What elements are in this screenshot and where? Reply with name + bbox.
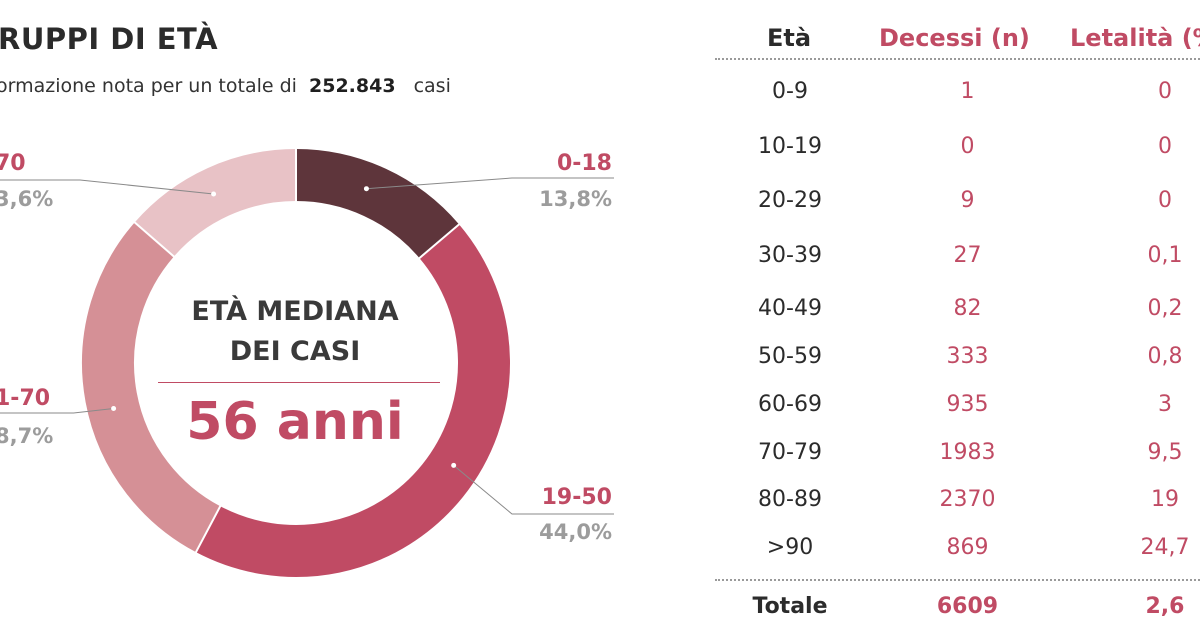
row-age: 10-19 [758,134,822,159]
donut-separator [133,220,176,258]
leader-dot-0-18 [363,186,369,192]
slice-pct-0-18: 13,8% [539,187,612,211]
row-age: 70-79 [758,440,822,465]
slice-pct-1-70: 8,7% [0,424,53,448]
row-lethality: 3 [1158,392,1172,417]
row-deaths: 333 [946,344,989,369]
slice-label-1-70: 1-70 [0,386,50,411]
row-deaths: 1 [960,79,975,104]
row-lethality: 24,7 [1140,535,1190,560]
row-deaths: 9 [960,188,975,213]
subtitle-prefix: ormazione nota per un totale di [0,75,297,97]
row-lethality: 0 [1158,188,1172,213]
row-age: 60-69 [758,392,822,417]
header-deaths: Decessi (n) [879,24,1030,52]
donut-slice-1-70 [82,222,221,553]
subtitle-suffix: casi [413,75,451,97]
row-deaths: 2370 [939,487,996,512]
row-deaths: 869 [946,535,989,560]
row-deaths: 82 [953,296,982,321]
row-lethality: 0 [1158,79,1172,104]
row-age: 40-49 [758,296,822,321]
slice-label-0-18: 0-18 [557,151,612,176]
median-age-title: ETÀ MEDIANA DEI CASI [164,292,426,372]
total-lethality: 2,6 [1145,594,1185,619]
header-age: Età [767,24,812,52]
leader-line-19-50 [453,465,614,515]
row-age: 50-59 [758,344,822,369]
donut-separator [194,504,222,554]
row-age: 80-89 [758,487,822,512]
median-age-divider [158,382,440,383]
donut-slice-0-18 [295,149,460,259]
row-deaths: 0 [960,134,975,159]
row-age: 0-9 [772,79,808,104]
total-age: Totale [752,594,828,619]
leader-dot-70 [211,191,217,197]
total-deaths: 6609 [936,594,999,619]
leader-line-70 [0,179,214,195]
age-donut-chart: 0-18 13,8% 19-50 44,0% 1-70 8,7% 70 3,6% [0,148,614,577]
row-deaths: 27 [953,243,982,268]
row-lethality: 0,8 [1147,344,1183,369]
row-deaths: 1983 [939,440,996,465]
median-age-title-line2: DEI CASI [229,336,361,367]
median-age-value: 56 anni [186,392,404,452]
donut-separator [418,222,461,260]
leader-dot-1-70 [111,405,117,411]
row-age: 30-39 [758,243,822,268]
row-lethality: 0 [1158,134,1172,159]
total-divider [715,579,1200,581]
donut-slice-70 [134,149,297,257]
chart-title: RUPPI DI ETÀ [0,22,219,56]
leader-line-1-70 [0,407,114,414]
deaths-table: Età Decessi (n) Letalità (% 0-9 1 0 10-1… [715,0,1200,630]
donut-slice-19-50 [195,224,510,577]
slice-pct-70: 3,6% [0,187,53,211]
chart-subtitle: ormazione nota per un totale di 252.843 … [0,75,451,97]
header-lethality: Letalità (% [1070,24,1200,52]
row-age: >90 [766,535,814,560]
leader-line-0-18 [366,177,614,190]
row-lethality: 0,1 [1147,243,1183,268]
row-lethality: 0,2 [1147,296,1183,321]
slice-label-19-50: 19-50 [542,485,612,510]
leader-dot-19-50 [451,462,457,468]
median-age-title-line1: ETÀ MEDIANA [191,296,399,327]
row-lethality: 19 [1151,487,1179,512]
row-deaths: 935 [946,392,989,417]
row-lethality: 9,5 [1147,440,1183,465]
header-divider [715,58,1200,60]
slice-pct-19-50: 44,0% [539,520,612,544]
total-cases-value: 252.843 [309,75,396,97]
slice-label-70: 70 [0,151,26,176]
row-age: 20-29 [758,188,822,213]
